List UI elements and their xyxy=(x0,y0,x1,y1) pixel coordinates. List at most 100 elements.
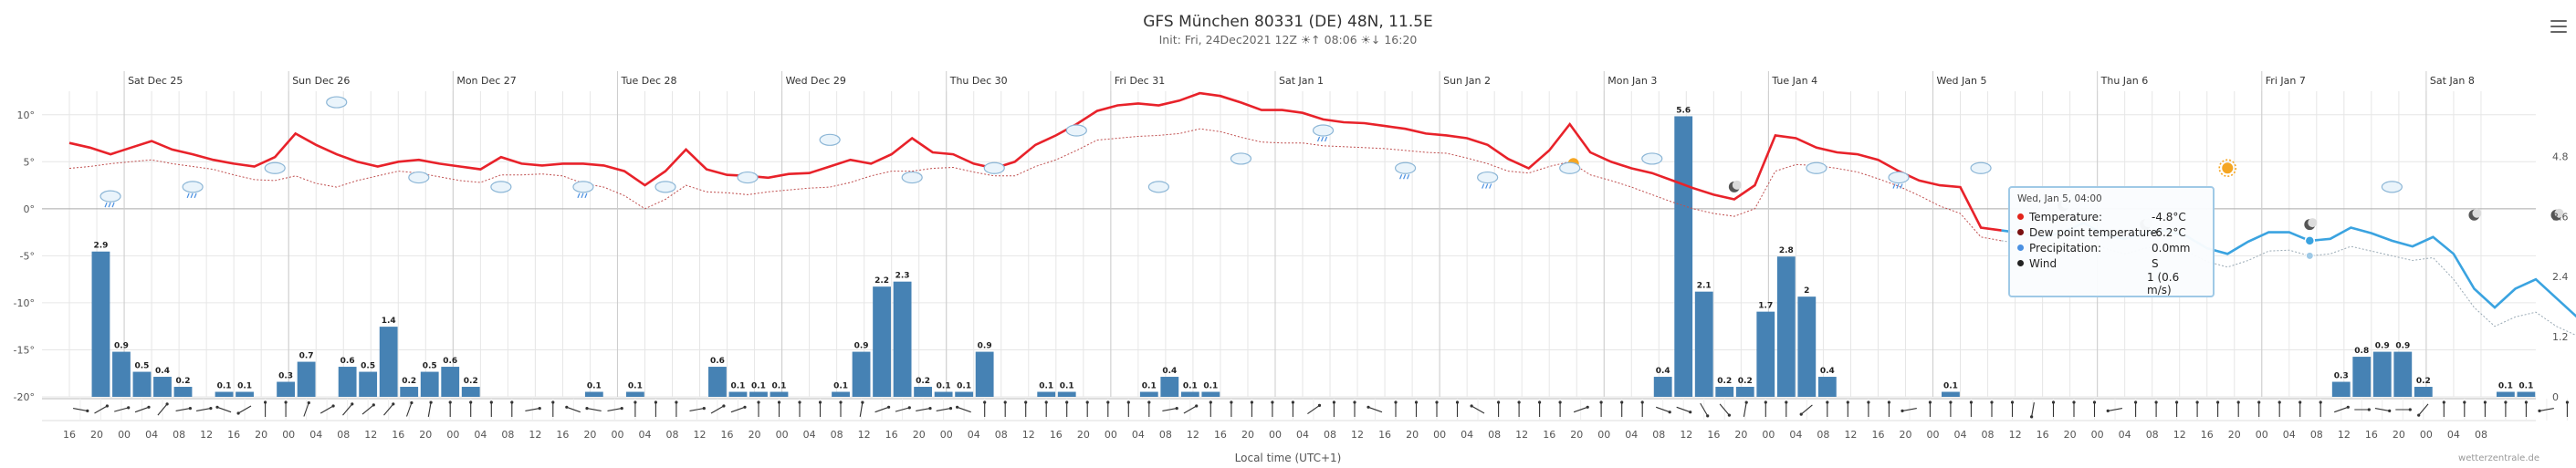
x-tick-label: 00 xyxy=(446,429,459,441)
wind-arrow-icon xyxy=(566,406,581,413)
x-tick-label: 12 xyxy=(2338,429,2351,441)
x-tick-label: 08 xyxy=(1159,429,1172,441)
precipitation-bar xyxy=(461,387,480,397)
tooltip-wind-speed: 1 (0.6 m/s) xyxy=(2147,271,2180,296)
x-tick-label: 08 xyxy=(501,429,514,441)
wind-arrow-head-icon xyxy=(654,400,658,404)
rain-drop-icon xyxy=(1399,174,1403,180)
x-tick-label: 20 xyxy=(2064,429,2077,441)
wind-arrow-icon xyxy=(916,408,931,411)
day-label: Wed Jan 5 xyxy=(1937,75,1987,87)
wind-arrow-head-icon xyxy=(1689,411,1692,414)
tooltip-row-wind: Wind S xyxy=(2017,255,2205,271)
wind-arrow-head-icon xyxy=(2483,400,2487,404)
cloud-icon xyxy=(408,171,430,184)
x-tick-label: 04 xyxy=(2283,429,2296,441)
wind-arrow-icon xyxy=(1573,406,1588,413)
wind-arrow-head-icon xyxy=(2051,400,2056,404)
wind-arrow-head-icon xyxy=(1744,400,1748,404)
day-label: Mon Jan 3 xyxy=(1607,75,1657,87)
precipitation-label: 0.1 xyxy=(1943,382,1958,391)
day-label: Sat Jan 8 xyxy=(2430,75,2475,87)
precipitation-label: 2 xyxy=(1804,286,1809,296)
wind-arrow-head-icon xyxy=(1367,405,1370,409)
precipitation-label: 1.7 xyxy=(1758,302,1773,311)
x-tick-label: 00 xyxy=(1762,429,1775,441)
tooltip-row-temperature: Temperature: -4.8°C xyxy=(2017,209,2205,224)
cloud-icon xyxy=(2381,181,2403,193)
wind-arrow-icon xyxy=(361,404,374,415)
wind-arrow-icon xyxy=(2334,406,2349,413)
precipitation-bar xyxy=(914,387,933,397)
x-tick-label: 12 xyxy=(858,429,871,441)
wind-arrow-head-icon xyxy=(722,404,726,408)
precipitation-bar xyxy=(584,391,603,397)
y-tick-label-left: -20° xyxy=(14,391,35,403)
wind-arrow-icon xyxy=(607,408,623,411)
init-time: Init: Fri, 24Dec2021 12Z xyxy=(1158,33,1297,47)
wind-arrow-head-icon xyxy=(1003,400,1007,404)
wind-arrow-head-icon xyxy=(2504,400,2508,404)
rain-drop-icon xyxy=(1485,183,1489,189)
wind-arrow-icon xyxy=(134,406,150,413)
precipitation-label: 0.9 xyxy=(2375,342,2390,351)
y-tick-label-left: -5° xyxy=(20,250,35,262)
hamburger-menu-icon[interactable] xyxy=(2550,20,2567,33)
wind-arrow-head-icon xyxy=(264,400,267,404)
x-tick-label: 00 xyxy=(1433,429,1446,441)
cloud-icon xyxy=(983,161,1005,174)
cloud-icon xyxy=(1559,161,1581,174)
wind-arrow-head-icon xyxy=(1799,412,1803,416)
x-tick-label: 20 xyxy=(255,429,267,441)
precipitation-label: 0.2 xyxy=(2416,377,2431,386)
precipitation-bar xyxy=(441,367,460,397)
precipitation-label: 0.2 xyxy=(916,377,930,386)
wind-arrow-head-icon xyxy=(2030,415,2034,419)
cloud-icon xyxy=(1394,161,1417,174)
x-tick-label: 00 xyxy=(118,429,131,441)
wind-arrow-head-icon xyxy=(307,400,310,405)
wind-arrow-head-icon xyxy=(839,400,843,404)
x-tick-label: 04 xyxy=(1789,429,1802,441)
y-tick-label-right: 1.2 xyxy=(2552,331,2569,343)
cloud-icon xyxy=(1230,152,1252,165)
wind-arrow-head-icon xyxy=(2442,400,2445,404)
precipitation-bar xyxy=(2393,351,2413,397)
wind-arrow-head-icon xyxy=(1887,400,1890,404)
wind-arrow-head-icon xyxy=(351,402,354,406)
x-tick-label: 12 xyxy=(2173,429,2186,441)
wind-arrow-icon xyxy=(2418,403,2429,416)
precipitation-bar xyxy=(708,367,727,397)
day-label: Sat Jan 1 xyxy=(1279,75,1324,87)
precipitation-bar xyxy=(1201,391,1220,397)
precipitation-label: 0.3 xyxy=(2334,372,2349,381)
wind-arrow-icon xyxy=(1183,405,1197,414)
wind-arrow-head-icon xyxy=(510,400,514,404)
sunset-time: 16:20 xyxy=(1384,33,1418,47)
x-tick-label: 08 xyxy=(2310,429,2323,441)
credit-text: wetterzentrale.de xyxy=(2458,453,2539,463)
x-tick-label: 20 xyxy=(583,429,596,441)
wind-arrow-head-icon xyxy=(1250,400,1253,404)
x-tick-label: 00 xyxy=(282,429,295,441)
x-tick-label: 12 xyxy=(2009,429,2022,441)
precipitation-bar xyxy=(2331,381,2351,397)
wind-arrow-icon xyxy=(94,405,108,414)
wind-arrow-head-icon xyxy=(983,400,987,404)
precipitation-label: 2.2 xyxy=(874,276,889,286)
wind-arrow-head-icon xyxy=(956,405,959,409)
wind-arrow-head-icon xyxy=(1990,400,1994,404)
wind-arrow-head-icon xyxy=(2236,400,2240,404)
precipitation-bar xyxy=(379,327,398,397)
axes: 10° 5° 0° -5° -10° -15° -20° 4.8 3.6 2.4 1.2 0 Preci… xyxy=(14,75,2569,441)
moon-cloud-icon xyxy=(1732,180,1742,190)
x-tick-label: 20 xyxy=(1570,429,1583,441)
wind-arrow-icon xyxy=(237,405,252,414)
wind-arrow-icon xyxy=(1676,406,1691,413)
precipitation-label: 0.4 xyxy=(155,367,170,376)
wind-arrow-head-icon xyxy=(702,407,706,411)
wind-arrow-head-icon xyxy=(1209,400,1212,404)
rain-drop-icon xyxy=(104,202,108,208)
wind-arrow-head-icon xyxy=(1317,403,1322,407)
wind-arrow-head-icon xyxy=(236,411,240,415)
